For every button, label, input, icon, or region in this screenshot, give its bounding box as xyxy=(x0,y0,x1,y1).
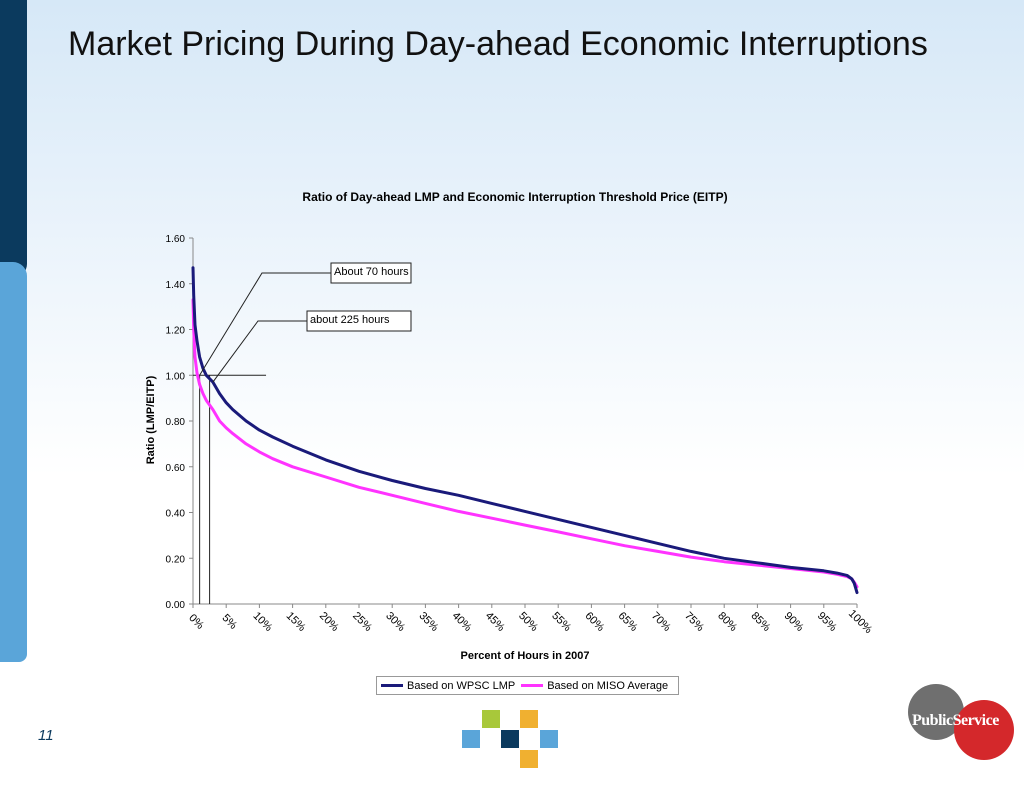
x-tick-label: 90% xyxy=(782,610,806,634)
legend-entry-wpsc: Based on WPSC LMP xyxy=(381,680,515,692)
x-tick-label: 45% xyxy=(483,610,507,634)
annotation-leader xyxy=(212,320,307,383)
slide-background xyxy=(0,0,1024,768)
square-orange xyxy=(520,710,538,728)
x-axis-label: Percent of Hours in 2007 xyxy=(460,650,590,662)
square-lightblue xyxy=(462,730,480,748)
x-tick-label: 100% xyxy=(846,608,875,637)
x-tick-label: 95% xyxy=(815,610,839,634)
x-tick-label: 65% xyxy=(616,610,640,634)
x-tick-label: 85% xyxy=(748,610,772,634)
x-tick-label: 10% xyxy=(250,610,274,634)
annotation-box xyxy=(306,310,412,332)
legend-label: Based on MISO Average xyxy=(547,679,669,692)
legend-swatch xyxy=(381,684,403,687)
x-tick-label: 30% xyxy=(383,610,407,634)
square-lightblue xyxy=(540,730,558,748)
decorative-squares-logo xyxy=(462,710,558,768)
x-tick-label: 55% xyxy=(549,610,573,634)
chart-legend: Based on WPSC LMP Based on MISO Average xyxy=(376,676,680,695)
square-green xyxy=(482,710,500,728)
public-service-logo: PublicService xyxy=(908,684,1014,766)
x-tick-label: 20% xyxy=(317,610,341,634)
annotation-box xyxy=(330,262,412,284)
x-tick-label: 75% xyxy=(682,610,706,634)
y-tick-label: 0.00 xyxy=(166,600,186,611)
x-tick-label: 35% xyxy=(416,610,440,634)
reference-lines xyxy=(193,374,267,604)
annotation-label: about 225 hours xyxy=(310,314,390,326)
x-tick-label: 50% xyxy=(516,610,540,634)
x-tick-label: 60% xyxy=(582,610,606,634)
slide-title: Market Pricing During Day-ahead Economic… xyxy=(68,25,928,63)
series-line-wpsc xyxy=(191,266,859,595)
y-tick-label: 1.40 xyxy=(166,280,186,291)
x-tick-label: 40% xyxy=(450,610,474,634)
square-navy xyxy=(501,730,519,748)
y-tick-label: 0.60 xyxy=(166,463,186,474)
annotation-leader xyxy=(199,272,331,376)
chart-title: Ratio of Day-ahead LMP and Economic Inte… xyxy=(302,190,728,204)
chart-plot-area: 0.00 0.20 0.40 0.60 0.80 1.00 1.20 1.40 1.60 0% 5%… xyxy=(166,234,875,637)
x-tick-label: 80% xyxy=(715,610,739,634)
x-tick-label: 0% xyxy=(186,612,206,632)
series-line-miso xyxy=(191,298,859,589)
chart-series xyxy=(191,266,859,595)
logo-wordmark: PublicService xyxy=(912,712,999,729)
annotation-label: About 70 hours xyxy=(334,266,409,278)
x-tick-label: 5% xyxy=(219,612,239,632)
y-tick-label: 1.20 xyxy=(166,326,186,337)
legend-swatch xyxy=(521,684,544,687)
x-tick-label: 70% xyxy=(649,610,673,634)
y-tick-label: 0.40 xyxy=(166,509,186,520)
chart-annotations: About 70 hours about 225 hours xyxy=(199,262,412,383)
legend-entry-miso: Based on MISO Average xyxy=(521,680,668,692)
y-tick-label: 0.80 xyxy=(166,417,186,428)
decorative-bar-light xyxy=(0,262,27,662)
x-tick-label: 25% xyxy=(350,610,374,634)
decorative-bar-dark xyxy=(0,0,27,278)
y-tick-label: 0.20 xyxy=(166,554,186,565)
y-tick-label: 1.00 xyxy=(166,371,186,382)
legend-label: Based on WPSC LMP xyxy=(407,679,516,692)
square-orange xyxy=(520,750,538,768)
logo-circle-red xyxy=(954,700,1014,760)
y-tick-label: 1.60 xyxy=(166,234,186,245)
x-tick-label: 15% xyxy=(284,610,308,634)
page-number: 11 xyxy=(38,727,54,744)
